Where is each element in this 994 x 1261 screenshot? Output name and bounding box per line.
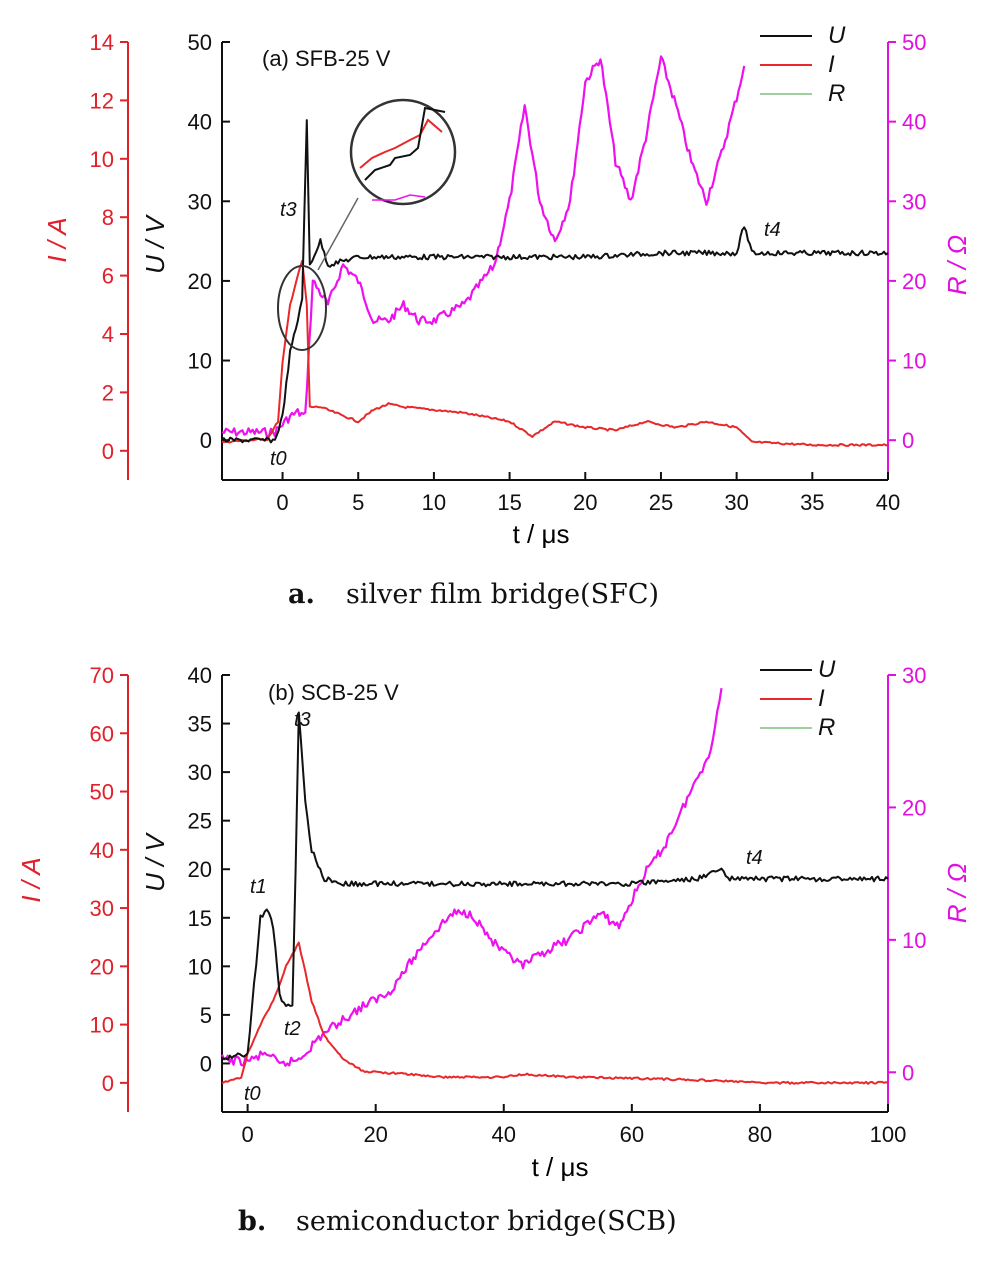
chart-a-itick-label: 6 [102,264,114,289]
chart-b-itick-label: 0 [102,1071,114,1096]
chart-b-utick-label: 5 [200,1003,212,1028]
chart-a-annot-t4: t4 [764,219,781,241]
chart-a-itick-label: 8 [102,205,114,230]
chart-b-rtick-label: 20 [902,795,926,820]
chart-a-title: (a) SFB-25 V [262,46,391,71]
chart-b-itick-label: 10 [90,1013,114,1038]
chart-b-xtick-label: 40 [492,1122,516,1147]
chart-a-itick-label: 12 [90,88,114,113]
chart-b-xtick-label: 20 [363,1122,387,1147]
chart-a-utick-label: 40 [188,110,212,135]
chart-a-rtick-label: 40 [902,110,926,135]
chart-a-xtick-label: 35 [800,490,824,515]
chart-a-annot-t3: t3 [280,199,297,221]
chart-a-xtick-label: 25 [649,490,673,515]
chart-b-legend-U: U [818,656,836,683]
chart-b-annot-t4: t4 [746,847,763,869]
chart-b-utick-label: 30 [188,760,212,785]
caption-a-label: a. [288,579,315,610]
chart-b-itick-label: 20 [90,954,114,979]
chart-b-title: (b) SCB-25 V [268,680,399,705]
chart-a-ylabel-I: I / A [42,217,72,262]
chart-b-annot-t1: t1 [250,876,267,898]
chart-b-legend-I: I [818,685,825,712]
chart-a-legend-R: R [828,80,845,107]
chart-a-zoom-circle-small [277,265,327,351]
chart-a-series-i [221,259,889,447]
chart-a-zoom-current [359,118,443,169]
chart-b-xtick-label: 100 [870,1122,907,1147]
chart-a-xtick-label: 0 [276,490,288,515]
chart-b-plot: 0 20 40 60 80 1000510152025303540010203040506… [90,663,927,1147]
chart-a-xtick-label: 10 [422,490,446,515]
chart-a-ylabel-U: U / V [140,213,170,273]
chart-b-itick-label: 40 [90,838,114,863]
chart-b-series-i [221,941,889,1085]
chart-a-series-r [221,55,746,438]
chart-a-itick-label: 14 [90,30,114,55]
chart-b-utick-label: 25 [188,809,212,834]
chart-a-zoom-voltage [364,106,446,181]
chart-a-ylabel-R: R / Ω [942,235,972,295]
chart-b-ylabel-U: U / V [140,831,170,891]
chart-b-utick-label: 35 [188,712,212,737]
chart-a-rtick-label: 10 [902,349,926,374]
chart-a-annot-t0: t0 [270,448,287,470]
chart-a-zoom-circle-large [349,98,457,206]
chart-b-utick-label: 10 [188,954,212,979]
chart-a-utick-label: 30 [188,189,212,214]
chart-b-itick-label: 30 [90,896,114,921]
chart-b-ylabel-R: R / Ω [942,863,972,923]
chart-b-series-r [221,688,723,1067]
chart-a-rtick-label: 20 [902,269,926,294]
chart-a-xtick-label: 15 [497,490,521,515]
chart-a-xtick-label: 30 [724,490,748,515]
chart-b-annot-t2: t2 [284,1018,301,1040]
chart-a-zoom-connector [317,197,359,271]
chart-b-xtick-label: 0 [241,1122,253,1147]
chart-b-legend-R: R [818,714,835,741]
caption-b-label: b. [238,1206,266,1237]
caption-a-text: silver film bridge(SFC) [346,579,659,610]
chart-b-xtick-label: 60 [620,1122,644,1147]
chart-b-xlabel: t / μs [532,1152,589,1182]
chart-b-rtick-label: 30 [902,663,926,688]
chart-b-annot-t0: t0 [244,1083,261,1105]
chart-a-plot: 0 5 10 15 20 25 30 35 40 0 10 20 30 40 50 0 2 4 6 8 10 12 14 0 1… [90,30,927,515]
chart-b-rtick-label: 10 [902,928,926,953]
caption-b-text: semiconductor bridge(SCB) [296,1206,677,1237]
chart-b-utick-label: 0 [200,1051,212,1076]
chart-a-series-u [221,119,889,444]
chart-a-rtick-label: 30 [902,189,926,214]
chart-a-utick-label: 20 [188,269,212,294]
chart-b-itick-label: 70 [90,663,114,688]
chart-b-utick-label: 20 [188,857,212,882]
chart-a-rtick-label: 0 [902,428,914,453]
chart-b-annot-t3: t3 [294,709,311,731]
chart-a-itick-label: 2 [102,380,114,405]
chart-b-utick-label: 15 [188,906,212,931]
chart-b-itick-label: 50 [90,780,114,805]
chart-b-itick-label: 60 [90,721,114,746]
chart-a-utick-label: 10 [188,349,212,374]
chart-a-xtick-label: 20 [573,490,597,515]
chart-b-ylabel-I: I / A [16,857,46,902]
chart-a-itick-label: 4 [102,322,114,347]
chart-a-legend-I: I [828,51,835,78]
chart-a-itick-label: 10 [90,147,114,172]
chart-a-xtick-label: 5 [352,490,364,515]
chart-a-xlabel: t / μs [513,519,570,549]
chart-a-zoom-resistance [372,194,426,201]
chart-b-series-u [221,711,889,1061]
chart-a-utick-label: 0 [200,428,212,453]
chart-b-rtick-label: 0 [902,1060,914,1085]
chart-b-xtick-label: 80 [748,1122,772,1147]
chart-a-xtick-label: 40 [876,490,900,515]
chart-b-utick-label: 40 [188,663,212,688]
chart-a-rtick-label: 50 [902,30,926,55]
chart-a-legend-U: U [828,22,846,49]
chart-a-itick-label: 0 [102,439,114,464]
chart-a-utick-label: 50 [188,30,212,55]
